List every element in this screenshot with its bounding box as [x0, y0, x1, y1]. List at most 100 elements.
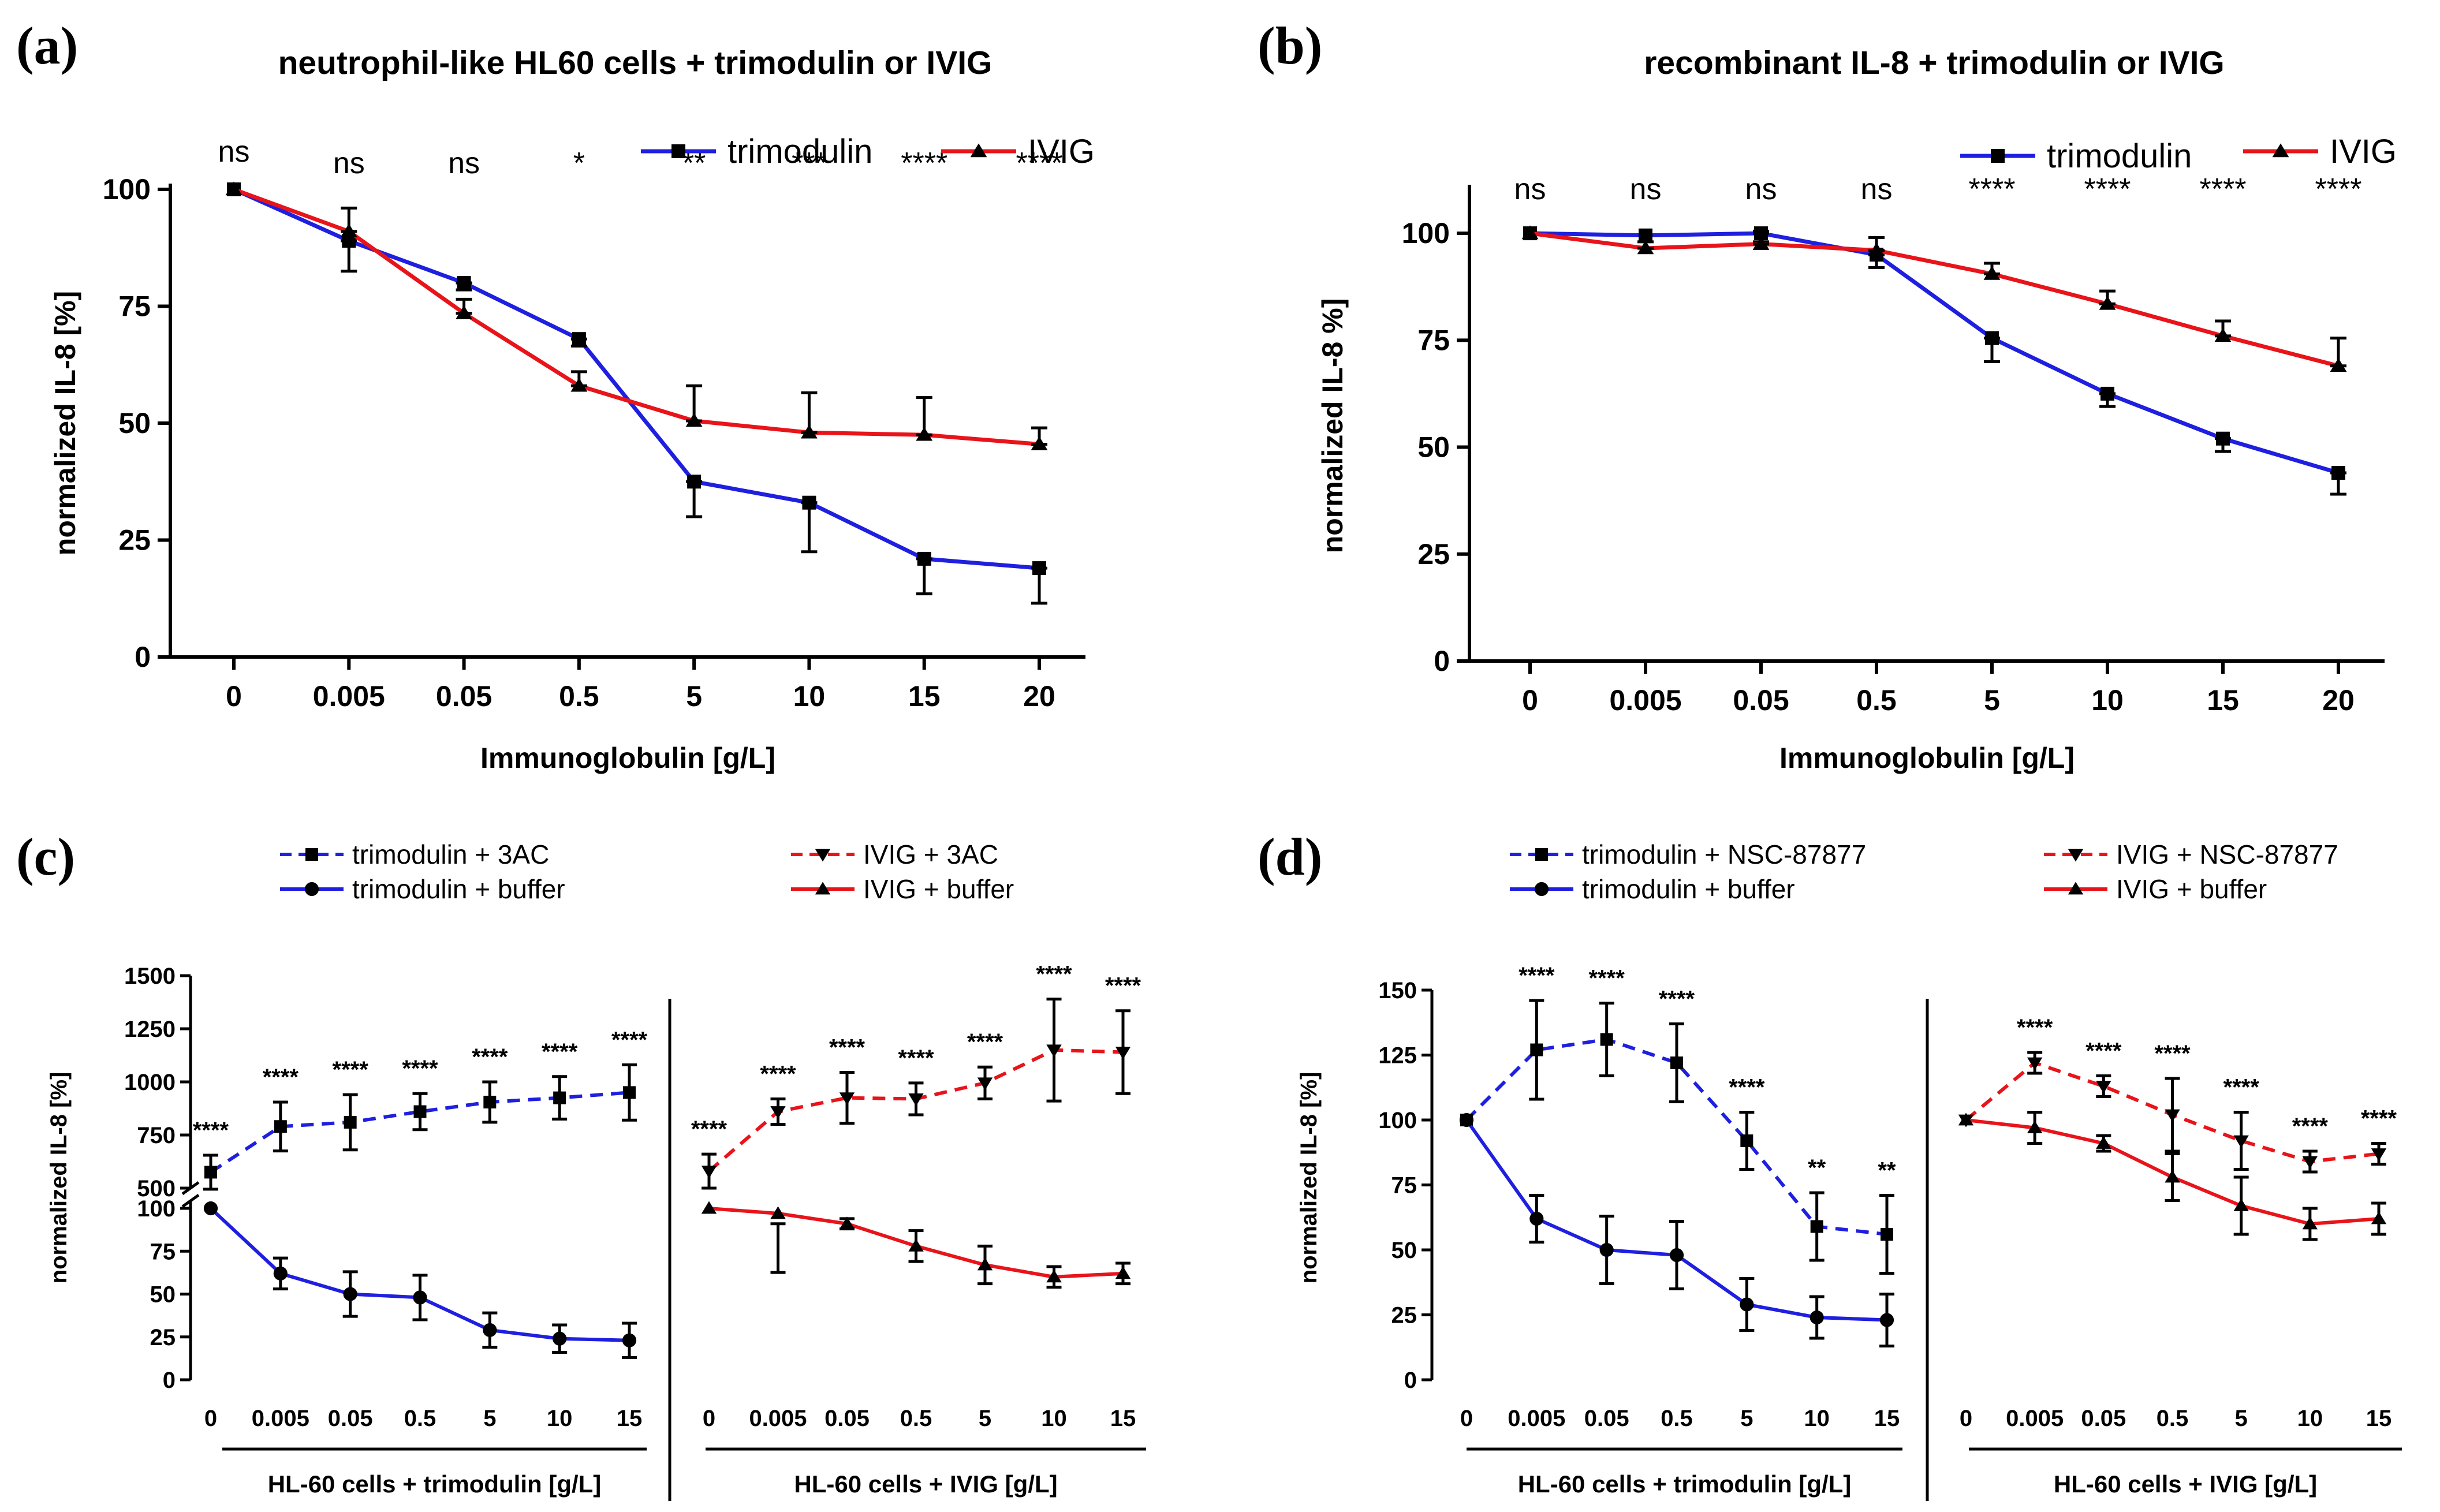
square-marker	[1881, 1228, 1893, 1241]
y-tick-label: 50	[1391, 1238, 1417, 1263]
triangle-marker	[2371, 1211, 2387, 1224]
square-marker	[1810, 1220, 1823, 1233]
series-line-trimodulin	[233, 187, 1040, 570]
triangle-marker	[1046, 1270, 1062, 1283]
x-tick-label: 15	[1874, 1406, 1900, 1431]
triangle-down-marker	[770, 1106, 786, 1119]
significance-label: ****	[898, 1046, 934, 1071]
y-tick-label: 0	[135, 641, 151, 673]
square-marker	[1740, 1134, 1753, 1147]
triangle-down-marker	[2096, 1081, 2111, 1094]
triangle-marker	[2027, 1120, 2043, 1133]
square-marker	[1670, 1056, 1683, 1069]
square-marker	[1032, 561, 1046, 576]
x-tick-label: 5	[1740, 1406, 1753, 1431]
legend-label: IVIG + 3AC	[863, 839, 998, 869]
x-tick-label: 10	[2297, 1406, 2323, 1431]
triangle-marker	[2272, 143, 2289, 158]
x-tick-label: 0.005	[252, 1406, 309, 1431]
circle-marker	[203, 1201, 218, 1216]
significance-label: ****	[542, 1039, 578, 1065]
x-tick-label: 0.05	[1733, 684, 1789, 716]
significance-label: ****	[193, 1118, 229, 1143]
circle-marker	[343, 1287, 357, 1301]
significance-label: ****	[691, 1117, 727, 1142]
y-tick-label: 150	[1378, 978, 1417, 1003]
x-tick-label: 0.05	[1584, 1406, 1629, 1431]
significance-label: ****	[1969, 173, 2016, 206]
circle-marker	[1534, 882, 1549, 897]
significance-label: ****	[1519, 963, 1555, 988]
x-tick-label: 0	[1460, 1406, 1473, 1431]
square-marker	[305, 848, 318, 861]
circle-marker	[1669, 1248, 1684, 1263]
triangle-marker	[1958, 1112, 1974, 1126]
legend-label: trimodulin + buffer	[352, 874, 565, 904]
significance-label: ns	[218, 135, 250, 169]
square-marker	[1535, 848, 1548, 861]
panel-label: (a)	[16, 16, 78, 75]
chart-title: recombinant IL-8 + trimodulin or IVIG	[1644, 44, 2225, 81]
significance-label: ****	[1589, 966, 1625, 991]
significance-label: ****	[2361, 1106, 2397, 1132]
y-tick-label: 0	[163, 1368, 176, 1393]
panel-1: (b) recombinant IL-8 + trimodulin or IVIG…	[1258, 16, 2397, 774]
significance-label: ns	[1630, 173, 1662, 206]
y-axis-label: normalized IL-8 [%]	[46, 1072, 72, 1284]
axis-break	[181, 1193, 200, 1208]
legend-label: IVIG + buffer	[863, 874, 1014, 904]
legend-label: trimodulin + 3AC	[352, 839, 549, 869]
significance-label: ****	[472, 1044, 508, 1070]
square-marker	[671, 144, 685, 158]
y-tick-label: 125	[1378, 1043, 1417, 1069]
significance-label: ****	[1016, 147, 1063, 180]
significance-label: **	[1808, 1155, 1826, 1181]
significance-label: ****	[2223, 1075, 2260, 1100]
triangle-marker	[2302, 1216, 2318, 1230]
x-tick-label: 10	[1804, 1406, 1830, 1431]
circle-marker	[273, 1266, 288, 1280]
y-tick-label: 1000	[124, 1070, 176, 1095]
triangle-down-marker	[2302, 1156, 2318, 1169]
legend-label: trimodulin + NSC-87877	[1582, 839, 1866, 869]
square-marker	[413, 1105, 427, 1118]
y-tick-label: 50	[1417, 431, 1450, 464]
y-axis-label: normalized IL-8 %]	[1316, 298, 1349, 554]
x-tick-label: 0.05	[2081, 1406, 2126, 1431]
y-tick-label: 750	[137, 1123, 176, 1148]
y-tick-label: 75	[1391, 1173, 1417, 1199]
y-tick-label: 100	[1378, 1108, 1417, 1133]
y-tick-label: 0	[1404, 1368, 1417, 1393]
square-marker	[1985, 331, 1999, 345]
group-label: HL-60 cells + IVIG [g/L]	[794, 1470, 1057, 1498]
triangle-down-marker	[2371, 1148, 2387, 1162]
y-tick-label: 25	[1417, 538, 1450, 570]
x-tick-label: 0.5	[900, 1406, 932, 1431]
triangle-marker	[2165, 1170, 2180, 1183]
significance-label: ****	[2085, 1039, 2122, 1064]
triangle-marker	[1115, 1266, 1131, 1279]
x-tick-label: 10	[1041, 1406, 1067, 1431]
y-tick-label: 100	[1402, 217, 1450, 249]
triangle-marker	[340, 223, 357, 238]
triangle-down-marker	[815, 849, 831, 862]
significance-label: ****	[2200, 173, 2247, 206]
circle-marker	[483, 1323, 497, 1337]
circle-marker	[1529, 1211, 1544, 1226]
x-tick-label: 0	[1522, 684, 1538, 716]
panel-label: (b)	[1258, 16, 1322, 75]
circle-marker	[622, 1333, 637, 1347]
legend-label: trimodulin	[2047, 137, 2192, 175]
triangle-marker	[908, 1238, 924, 1252]
y-tick-label: 25	[1391, 1303, 1417, 1328]
square-marker	[344, 1115, 357, 1129]
x-tick-label: 0.05	[328, 1406, 373, 1431]
y-tick-label: 25	[150, 1325, 176, 1350]
square-marker	[1639, 228, 1652, 242]
x-tick-label: 0.05	[824, 1406, 870, 1431]
triangle-marker	[815, 882, 831, 895]
significance-label: ****	[1036, 961, 1072, 987]
circle-marker	[1740, 1297, 1754, 1312]
x-tick-label: 15	[1110, 1406, 1136, 1431]
y-tick-label: 25	[118, 524, 151, 557]
